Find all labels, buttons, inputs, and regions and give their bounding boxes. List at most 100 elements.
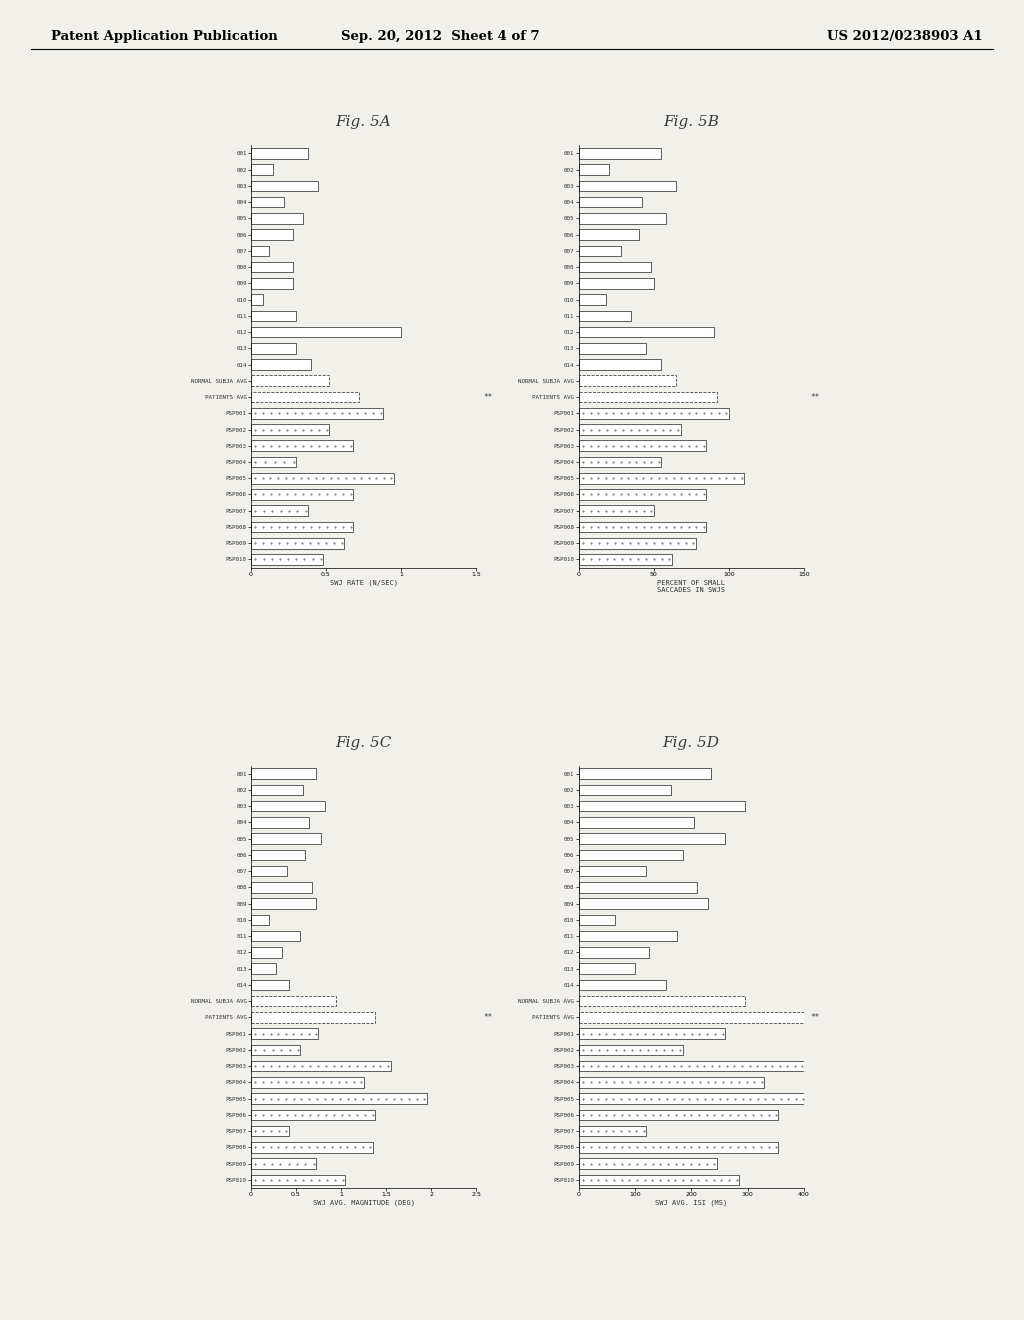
Bar <box>579 310 631 321</box>
Bar <box>579 213 666 223</box>
Text: Sep. 20, 2012  Sheet 4 of 7: Sep. 20, 2012 Sheet 4 of 7 <box>341 30 540 44</box>
Bar <box>251 964 276 974</box>
Text: Fig. 5C: Fig. 5C <box>335 735 392 750</box>
Bar <box>579 424 681 434</box>
Bar <box>579 1142 778 1152</box>
Bar <box>251 1126 289 1137</box>
Bar <box>579 554 672 565</box>
Bar <box>251 327 401 338</box>
Bar <box>579 408 729 418</box>
Bar <box>579 882 696 892</box>
Bar <box>251 197 284 207</box>
Bar <box>579 801 744 812</box>
Bar <box>251 768 315 779</box>
Bar <box>579 230 639 240</box>
Bar <box>251 554 323 565</box>
Bar <box>579 539 695 549</box>
Bar <box>579 833 725 843</box>
Bar <box>579 521 707 532</box>
Bar <box>251 457 296 467</box>
Bar <box>251 359 311 370</box>
Bar <box>251 1175 345 1185</box>
Bar <box>251 424 329 434</box>
Bar <box>251 784 303 795</box>
Bar <box>579 148 662 158</box>
Bar <box>251 1077 364 1088</box>
Bar <box>579 979 666 990</box>
Bar <box>251 473 393 483</box>
Bar <box>579 915 615 925</box>
Bar <box>251 1110 375 1121</box>
Bar <box>579 1175 739 1185</box>
Bar <box>251 213 303 223</box>
Bar <box>251 539 344 549</box>
Bar <box>579 866 646 876</box>
Bar <box>251 375 329 385</box>
Text: **: ** <box>811 392 820 401</box>
Bar <box>579 375 676 385</box>
Bar <box>579 817 694 828</box>
Bar <box>579 964 635 974</box>
Bar <box>251 1012 375 1023</box>
Bar <box>251 246 269 256</box>
Bar <box>251 506 308 516</box>
Text: Fig. 5B: Fig. 5B <box>664 115 719 129</box>
Bar <box>251 979 289 990</box>
Bar <box>251 801 325 812</box>
Bar <box>579 1044 683 1055</box>
Bar <box>579 1061 812 1072</box>
Text: **: ** <box>483 1012 493 1022</box>
Bar <box>251 850 305 861</box>
X-axis label: SWJ AVG. ISI (MS): SWJ AVG. ISI (MS) <box>655 1200 727 1206</box>
Bar <box>579 246 621 256</box>
Bar <box>251 490 353 500</box>
Bar <box>251 1159 315 1170</box>
Bar <box>251 164 273 174</box>
X-axis label: SWJ AVG. MAGNITUDE (DEG): SWJ AVG. MAGNITUDE (DEG) <box>312 1200 415 1206</box>
Bar <box>251 866 287 876</box>
Bar <box>251 817 309 828</box>
Bar <box>251 948 283 958</box>
Text: **: ** <box>483 392 493 401</box>
Bar <box>579 392 717 403</box>
Bar <box>251 230 293 240</box>
Bar <box>579 899 708 909</box>
Bar <box>251 148 308 158</box>
Bar <box>579 931 677 941</box>
X-axis label: PERCENT OF SMALL
SACCADES IN SWJS: PERCENT OF SMALL SACCADES IN SWJS <box>657 579 725 593</box>
Bar <box>251 441 353 451</box>
Bar <box>579 1110 778 1121</box>
Bar <box>579 1077 764 1088</box>
Bar <box>251 181 318 191</box>
Bar <box>251 294 263 305</box>
Bar <box>579 473 743 483</box>
Bar <box>251 1093 427 1104</box>
Bar <box>251 931 300 941</box>
Text: **: ** <box>811 1012 820 1022</box>
Bar <box>251 343 296 354</box>
Bar <box>251 1061 390 1072</box>
Bar <box>579 995 744 1006</box>
Bar <box>579 1012 812 1023</box>
Bar <box>251 899 315 909</box>
Bar <box>251 833 322 843</box>
Bar <box>251 1044 300 1055</box>
Bar <box>251 310 296 321</box>
Bar <box>579 1159 717 1170</box>
Bar <box>251 882 312 892</box>
Bar <box>251 995 337 1006</box>
Bar <box>579 181 676 191</box>
Bar <box>579 294 605 305</box>
Bar <box>251 1028 318 1039</box>
Bar <box>251 279 293 289</box>
Text: US 2012/0238903 A1: US 2012/0238903 A1 <box>827 30 983 44</box>
Bar <box>579 457 662 467</box>
Bar <box>579 490 707 500</box>
Bar <box>251 392 359 403</box>
Bar <box>579 441 707 451</box>
Bar <box>579 506 653 516</box>
Bar <box>579 850 683 861</box>
Bar <box>579 279 653 289</box>
Bar <box>579 784 672 795</box>
Text: Patent Application Publication: Patent Application Publication <box>51 30 278 44</box>
